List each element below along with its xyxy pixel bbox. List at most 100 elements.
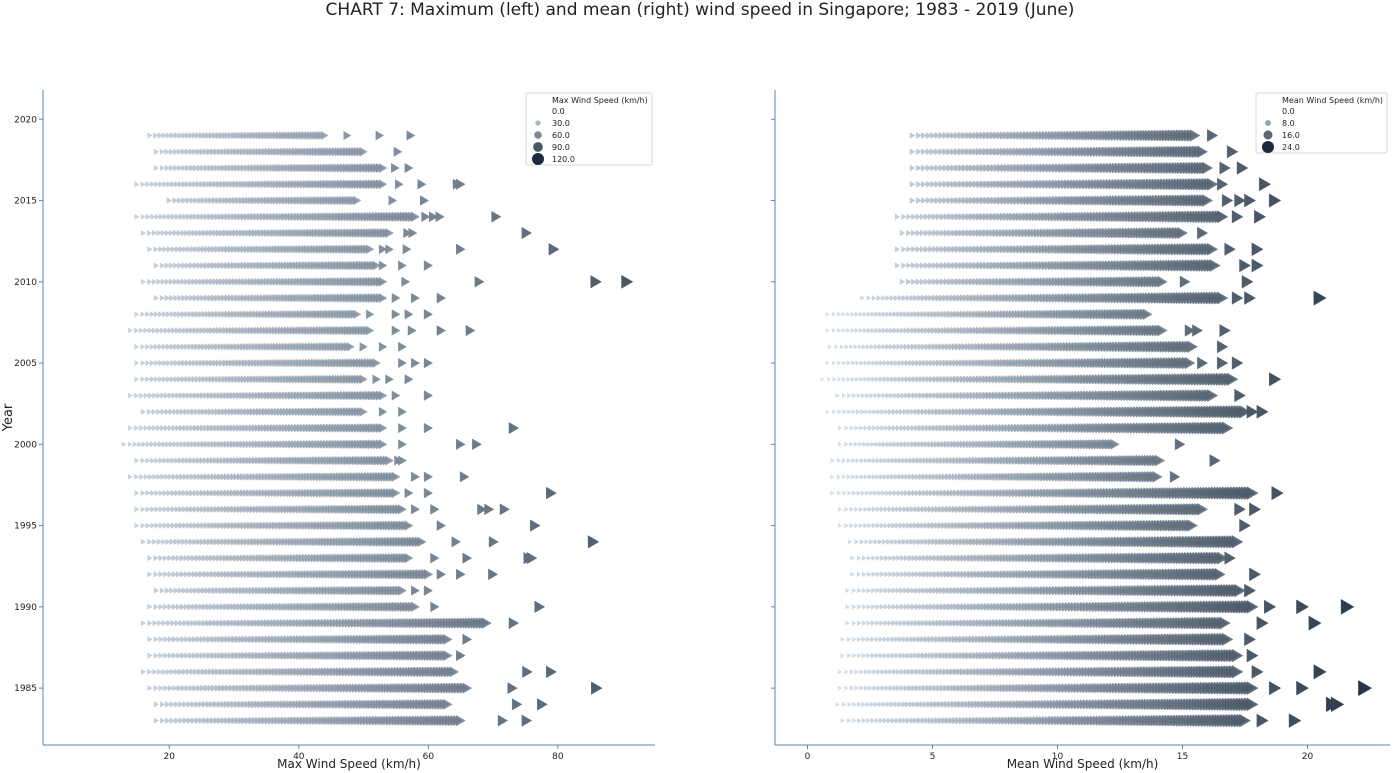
data-point-1999 xyxy=(170,457,177,464)
data-point-2010 xyxy=(165,278,171,285)
data-point-2002 xyxy=(204,408,211,416)
data-point-2000 xyxy=(220,440,227,448)
data-point-2013 xyxy=(899,229,906,237)
data-point-2012 xyxy=(240,245,248,254)
data-point-2002 xyxy=(214,408,222,416)
data-point-2014 xyxy=(134,213,140,220)
data-point-2014 xyxy=(145,213,151,220)
outlier-point-1990 xyxy=(430,601,440,613)
data-point-2011 xyxy=(237,261,245,270)
data-point-2015 xyxy=(229,196,236,205)
outlier-point-2007 xyxy=(1219,324,1231,338)
data-point-2012 xyxy=(234,245,241,253)
data-point-1997 xyxy=(140,490,146,497)
data-point-2010 xyxy=(241,278,249,286)
data-point-2003 xyxy=(203,392,210,400)
left-data-points xyxy=(121,130,634,727)
data-point-2000 xyxy=(194,440,200,448)
data-point-2002 xyxy=(224,408,231,416)
data-point-2000 xyxy=(217,440,224,448)
data-point-1999 xyxy=(154,457,160,464)
data-point-2008 xyxy=(231,310,238,318)
data-point-2019 xyxy=(188,132,195,139)
data-point-1999 xyxy=(162,457,169,464)
outlier-point-1998 xyxy=(423,471,433,483)
data-point-2000 xyxy=(161,441,168,448)
data-point-2016 xyxy=(1207,177,1219,191)
data-point-2000 xyxy=(378,439,388,450)
data-point-2004 xyxy=(225,375,232,383)
data-point-2014 xyxy=(217,213,225,221)
data-point-2019 xyxy=(192,132,199,139)
data-point-2009 xyxy=(200,294,207,302)
data-point-2004 xyxy=(837,376,842,382)
data-point-2008 xyxy=(205,310,212,318)
data-point-2013 xyxy=(188,229,194,237)
data-point-2015 xyxy=(222,196,229,205)
data-point-2001 xyxy=(179,424,185,432)
data-point-2011 xyxy=(173,262,180,269)
data-point-2008 xyxy=(862,311,868,317)
data-point-2016 xyxy=(232,180,240,188)
data-point-2019 xyxy=(209,132,216,140)
data-point-1989 xyxy=(157,620,163,627)
data-point-2005 xyxy=(158,359,164,367)
data-point-2007 xyxy=(160,327,166,334)
data-point-1999 xyxy=(229,456,237,465)
data-point-2003 xyxy=(856,392,862,399)
data-point-1998 xyxy=(190,473,197,481)
data-point-2010 xyxy=(147,278,153,285)
data-point-1998 xyxy=(186,473,193,481)
outlier-point-2018 xyxy=(393,146,403,157)
outlier-point-1990 xyxy=(534,600,546,614)
outlier-point-1992 xyxy=(488,568,499,581)
data-point-1999 xyxy=(213,457,220,465)
data-point-2011 xyxy=(159,262,166,269)
data-point-2000 xyxy=(183,441,190,448)
data-point-2007 xyxy=(366,325,375,336)
data-point-2008 xyxy=(353,309,362,319)
data-point-2012 xyxy=(894,246,901,253)
data-point-1988 xyxy=(163,636,169,643)
data-point-2019 xyxy=(231,131,238,140)
data-point-2012 xyxy=(221,245,228,253)
data-point-1999 xyxy=(223,456,230,465)
data-point-2011 xyxy=(200,262,207,269)
outlier-point-2019 xyxy=(1207,129,1219,142)
data-point-2013 xyxy=(205,229,212,237)
data-point-2012 xyxy=(153,246,159,253)
data-point-1987 xyxy=(443,650,453,662)
data-point-2003 xyxy=(189,392,196,399)
data-point-1997 xyxy=(145,490,151,497)
data-point-2019 xyxy=(212,131,219,140)
data-point-2000 xyxy=(137,441,143,448)
data-point-2005 xyxy=(166,359,173,367)
data-point-2016 xyxy=(196,180,202,188)
data-point-2009 xyxy=(224,294,232,302)
data-point-2004 xyxy=(140,376,146,383)
data-point-1996 xyxy=(154,506,161,513)
data-point-2014 xyxy=(190,213,196,221)
data-point-2019 xyxy=(916,132,922,139)
data-point-2006 xyxy=(224,343,231,351)
data-point-2012 xyxy=(901,246,907,253)
data-point-2000 xyxy=(146,441,152,448)
data-point-2007 xyxy=(825,328,830,333)
data-point-2010 xyxy=(184,278,191,286)
data-point-2014 xyxy=(197,213,204,221)
data-point-2016 xyxy=(216,180,223,188)
data-point-2004 xyxy=(158,376,164,383)
data-point-2008 xyxy=(1142,308,1153,320)
data-point-2016 xyxy=(178,181,184,188)
data-point-2006 xyxy=(849,344,854,350)
data-point-2007 xyxy=(128,327,133,334)
data-point-2006 xyxy=(154,343,160,350)
data-point-2006 xyxy=(839,344,845,350)
data-point-2002 xyxy=(172,408,179,416)
data-point-1998 xyxy=(183,473,189,481)
data-point-2010 xyxy=(209,278,216,286)
data-point-1997 xyxy=(150,490,156,497)
outlier-point-1983 xyxy=(521,714,533,727)
data-point-2009 xyxy=(1216,291,1229,305)
data-point-2006 xyxy=(145,343,151,350)
